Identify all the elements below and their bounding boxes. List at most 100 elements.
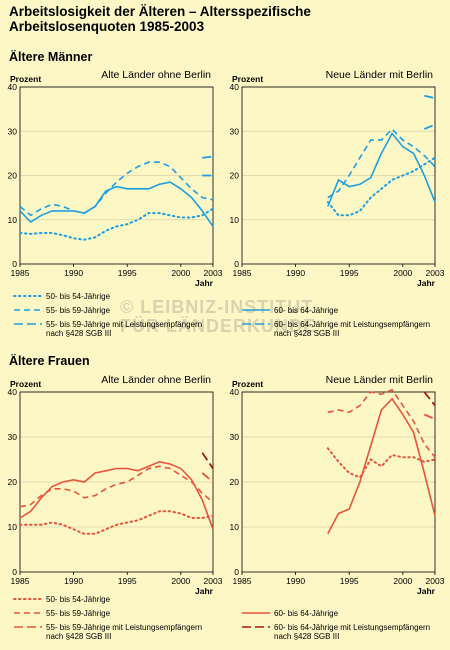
- legend-label: 55- bis 59-Jährige mit Leistungsempfänge…: [46, 320, 202, 329]
- x-tick-label: 2000: [171, 268, 190, 278]
- y-tick-label: 40: [230, 387, 240, 397]
- y-tick-label: 30: [8, 432, 18, 442]
- series-line-3: [19, 181, 214, 227]
- x-tick-label: 1985: [233, 576, 252, 586]
- y-tick-label: 10: [8, 522, 18, 532]
- series-line-0: [326, 447, 436, 479]
- plot-frame: [241, 86, 436, 265]
- y-tick-label: 20: [8, 477, 18, 487]
- series-line-4: [423, 391, 436, 407]
- legend-label: 50- bis 54-Jährige: [46, 292, 111, 301]
- legend-label-line2: nach §428 SGB III: [46, 632, 111, 641]
- legend-label: 55- bis 59-Jährige mit Leistungsempfänge…: [46, 623, 202, 632]
- legend-label: 55- bis 59-Jährige: [46, 609, 111, 618]
- y-tick-label: 30: [8, 126, 18, 136]
- x-tick-label: 1990: [64, 576, 83, 586]
- x-tick-label: 1995: [340, 268, 359, 278]
- y-tick-label: 20: [8, 171, 18, 181]
- chart-m_west: 0 10 20 30 40 1985 1990 1995 2000 2003 Prozent Jahr…: [8, 69, 223, 288]
- series-line-3: [19, 460, 214, 530]
- legend-women: 50- bis 54-Jährige 55- bis 59-Jährige 55- …: [13, 595, 430, 641]
- x-tick-label: 1985: [233, 268, 252, 278]
- legend-men: 50- bis 54-Jährige 55- bis 59-Jährige 55- …: [13, 292, 430, 338]
- panel-title: Alte Länder ohne Berlin: [101, 374, 211, 386]
- panel-title: Alte Länder ohne Berlin: [101, 69, 211, 81]
- y-tick-label: 0: [234, 567, 239, 577]
- y-tick-label: 30: [230, 432, 240, 442]
- section-men-heading: Ältere Männer: [9, 50, 93, 64]
- x-tick-label: 2003: [204, 576, 223, 586]
- x-tick-label: 1990: [286, 576, 305, 586]
- x-tick-label: 2000: [393, 576, 412, 586]
- series-line-2: [201, 472, 214, 483]
- series-line-4: [201, 452, 214, 470]
- y-tick-label: 10: [230, 522, 240, 532]
- panel-title: Neue Länder mit Berlin: [326, 374, 434, 386]
- series-line-0: [19, 510, 214, 535]
- series-line-1: [19, 161, 214, 217]
- watermark-line-2: FÜR LÄNDERKUNDE: [120, 316, 316, 336]
- watermark: © LEIBNIZ-INSTITUT FÜR LÄNDERKUNDE: [120, 298, 370, 336]
- x-tick-label: 1985: [11, 268, 30, 278]
- y-tick-label: 10: [8, 215, 18, 225]
- x-tick-label: 1995: [340, 576, 359, 586]
- x-axis-label: Jahr: [417, 586, 436, 596]
- figure-title: Arbeitslosigkeit der Älteren – Altersspe…: [9, 4, 439, 34]
- legend-label: 50- bis 54-Jährige: [46, 595, 111, 604]
- x-tick-label: 1995: [118, 268, 137, 278]
- y-axis-label: Prozent: [10, 379, 41, 389]
- plot-frame: [19, 86, 214, 265]
- x-tick-label: 1985: [11, 576, 30, 586]
- series-line-0: [326, 156, 436, 217]
- series-line-3: [327, 132, 436, 207]
- y-tick-label: 40: [8, 82, 18, 92]
- section-women-heading: Ältere Frauen: [9, 354, 90, 368]
- y-tick-label: 0: [12, 567, 17, 577]
- x-tick-label: 1990: [286, 268, 305, 278]
- series-line-1: [327, 127, 436, 199]
- y-tick-label: 0: [234, 259, 239, 269]
- chart-f_east: 0 10 20 30 40 1985 1990 1995 2000 2003 Prozent Jahr…: [230, 374, 445, 596]
- legend-label: 60- bis 64-Jährige: [274, 609, 339, 618]
- series-line-2: [423, 413, 436, 420]
- title-line-1: Arbeitslosigkeit der Älteren – Altersspe…: [9, 4, 311, 19]
- x-tick-label: 2000: [393, 268, 412, 278]
- y-tick-label: 10: [230, 215, 240, 225]
- x-tick-label: 2000: [171, 576, 190, 586]
- series-line-4: [424, 94, 436, 99]
- y-axis-label: Prozent: [10, 74, 41, 84]
- x-tick-label: 1990: [64, 268, 83, 278]
- y-tick-label: 30: [230, 126, 240, 136]
- x-tick-label: 2003: [426, 576, 445, 586]
- x-tick-label: 1995: [118, 576, 137, 586]
- x-tick-label: 2003: [204, 268, 223, 278]
- x-tick-label: 2003: [426, 268, 445, 278]
- chart-m_east: 0 10 20 30 40 1985 1990 1995 2000 2003 Prozent Jahr…: [230, 69, 445, 288]
- legend-label: 60- bis 64-Jährige: [274, 306, 339, 315]
- chart-f_west: 0 10 20 30 40 1985 1990 1995 2000 2003 Prozent Jahr…: [8, 374, 223, 596]
- y-tick-label: 20: [230, 171, 240, 181]
- title-line-2: Arbeitslosenquoten 1985-2003: [9, 19, 205, 34]
- series-line-3: [327, 397, 436, 535]
- x-axis-label: Jahr: [195, 586, 214, 596]
- y-axis-label: Prozent: [232, 379, 263, 389]
- y-tick-label: 40: [8, 387, 18, 397]
- legend-label-line2: nach §428 SGB III: [46, 329, 111, 338]
- plot-frame: [241, 391, 436, 573]
- legend-label-line2: nach §428 SGB III: [274, 329, 339, 338]
- legend-label: 60- bis 64-Jährige mit Leistungsempfänge…: [274, 623, 430, 632]
- y-axis-label: Prozent: [232, 74, 263, 84]
- legend-label: 55- bis 59-Jährige: [46, 306, 111, 315]
- panel-title: Neue Länder mit Berlin: [326, 69, 434, 81]
- x-axis-label: Jahr: [417, 278, 436, 288]
- legend-label-line2: nach §428 SGB III: [274, 632, 339, 641]
- series-line-1: [327, 388, 436, 458]
- watermark-line-1: © LEIBNIZ-INSTITUT: [120, 297, 314, 317]
- legend-label: 60- bis 64-Jährige mit Leistungsempfänge…: [274, 320, 430, 329]
- series-line-0: [19, 207, 214, 241]
- y-tick-label: 20: [230, 477, 240, 487]
- y-tick-label: 0: [12, 259, 17, 269]
- x-axis-label: Jahr: [195, 278, 214, 288]
- series-line-2: [202, 155, 214, 159]
